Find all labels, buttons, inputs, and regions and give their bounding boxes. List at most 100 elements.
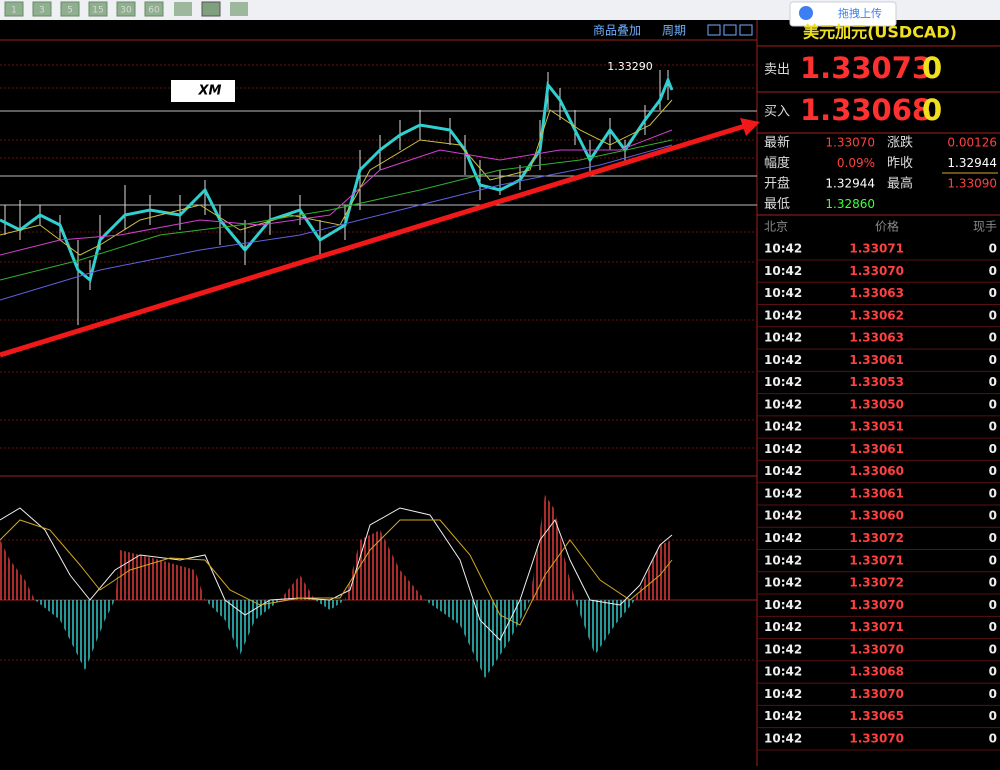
price-label: 1.33290 bbox=[607, 60, 653, 73]
trade-cell: 10:42 bbox=[764, 576, 802, 590]
tool-icon[interactable] bbox=[174, 2, 192, 16]
trade-cell: 0 bbox=[989, 331, 997, 345]
trade-cell: 0 bbox=[989, 576, 997, 590]
trade-cell: 0 bbox=[989, 464, 997, 478]
trade-cell: 10:42 bbox=[764, 420, 802, 434]
trade-cell: 10:42 bbox=[764, 598, 802, 612]
trade-cell: 0 bbox=[989, 397, 997, 411]
buy-price: 1.33068 bbox=[800, 93, 932, 127]
trade-cell: 1.33053 bbox=[849, 375, 904, 389]
trade-cell: 0 bbox=[989, 620, 997, 634]
toolbar-button-label: 3 bbox=[39, 6, 45, 16]
buy-label: 买入 bbox=[764, 105, 790, 120]
window-icon[interactable] bbox=[707, 24, 721, 36]
trade-cell: 0 bbox=[989, 642, 997, 656]
trade-cell: 0 bbox=[989, 731, 997, 745]
trade-cell: 0 bbox=[989, 420, 997, 434]
toolbar-button-label: 15 bbox=[92, 6, 103, 16]
stat-value: 1.32944 bbox=[947, 156, 997, 170]
stat-value: 0.00126 bbox=[947, 136, 997, 150]
trade-cell: 1.33061 bbox=[849, 353, 904, 367]
trade-cell: 1.33072 bbox=[849, 531, 904, 545]
upload-text: 拖拽上传 bbox=[838, 6, 882, 20]
trade-cell: 10:42 bbox=[764, 464, 802, 478]
stat-label: 开盘 bbox=[764, 176, 790, 192]
stat-label: 最低 bbox=[764, 197, 790, 212]
stat-label: 最新 bbox=[764, 135, 790, 151]
trade-cell: 1.33062 bbox=[849, 308, 904, 322]
trade-cell: 10:42 bbox=[764, 331, 802, 345]
trade-cell: 1.33060 bbox=[849, 509, 904, 523]
candle-wicks bbox=[4, 70, 669, 325]
toolbar-button[interactable] bbox=[32, 1, 52, 17]
buy-volume: 0 bbox=[922, 93, 942, 127]
trade-cell: 1.33050 bbox=[849, 397, 904, 411]
trade-cell: 10:42 bbox=[764, 286, 802, 300]
tool-icon[interactable] bbox=[201, 1, 221, 17]
trade-cell: 10:42 bbox=[764, 486, 802, 500]
toolbar-button[interactable] bbox=[116, 1, 136, 17]
stat-label: 幅度 bbox=[764, 155, 790, 171]
trade-cell: 1.33071 bbox=[849, 242, 904, 256]
trade-cell: 1.33065 bbox=[849, 709, 904, 723]
trade-cell: 0 bbox=[989, 242, 997, 256]
signal-line bbox=[0, 519, 673, 626]
logo-text: XM bbox=[198, 84, 222, 99]
toolbar-button[interactable] bbox=[144, 1, 164, 17]
ma-line bbox=[0, 99, 673, 256]
ma-line bbox=[0, 144, 673, 301]
trade-cell: 10:42 bbox=[764, 687, 802, 701]
sell-volume: 0 bbox=[922, 51, 942, 85]
trade-cell: 0 bbox=[989, 308, 997, 322]
trade-cell: 1.33070 bbox=[849, 731, 904, 745]
ma-line bbox=[0, 139, 673, 281]
trade-cell: 0 bbox=[989, 665, 997, 679]
tool-icon[interactable] bbox=[230, 2, 248, 16]
trade-cell: 1.33060 bbox=[849, 464, 904, 478]
stat-label: 最高 bbox=[887, 176, 913, 192]
trade-cell: 1.33063 bbox=[849, 286, 904, 300]
trade-cell: 10:42 bbox=[764, 620, 802, 634]
toolbar-button[interactable] bbox=[4, 1, 24, 17]
sell-label: 卖出 bbox=[764, 63, 790, 78]
trade-cell: 0 bbox=[989, 264, 997, 278]
menu-item[interactable]: 商品叠加 bbox=[593, 23, 641, 38]
trade-cell: 1.33071 bbox=[849, 553, 904, 567]
toolbar-buttons: 1 3 5 15 30 60 bbox=[4, 1, 164, 17]
trade-cell: 10:42 bbox=[764, 665, 802, 679]
trade-cell: 10:42 bbox=[764, 308, 802, 322]
toolbar-button[interactable] bbox=[88, 1, 108, 17]
trade-cell: 0 bbox=[989, 286, 997, 300]
upload-button[interactable] bbox=[789, 1, 897, 27]
trade-cell: 0 bbox=[989, 375, 997, 389]
stat-value: 1.33090 bbox=[947, 177, 997, 191]
macd-line bbox=[0, 507, 673, 641]
window-icon[interactable] bbox=[723, 24, 737, 36]
trade-cell: 1.33072 bbox=[849, 576, 904, 590]
trade-cell: 10:42 bbox=[764, 531, 802, 545]
menu-item[interactable]: 周期 bbox=[662, 24, 686, 38]
window-icon[interactable] bbox=[739, 24, 753, 36]
toolbar-button[interactable] bbox=[60, 1, 80, 17]
toolbar-button-label: 1 bbox=[11, 6, 17, 16]
trade-cell: 0 bbox=[989, 509, 997, 523]
trade-cell: 10:42 bbox=[764, 642, 802, 656]
trade-cell: 1.33063 bbox=[849, 331, 904, 345]
trend-arrow bbox=[0, 123, 746, 358]
toolbar bbox=[0, 0, 1000, 20]
trade-header: 北京 bbox=[764, 220, 788, 234]
trade-header: 价格 bbox=[875, 219, 899, 234]
trade-cell: 10:42 bbox=[764, 553, 802, 567]
stat-label: 昨收 bbox=[887, 156, 913, 171]
trades: 北京 价格 现手 10:42 1.33071 0 10:42 1.33070 0 10:42 1.3… bbox=[757, 219, 1000, 751]
stat-value: 1.32944 bbox=[825, 177, 875, 191]
trade-cell: 1.33070 bbox=[849, 687, 904, 701]
quote-title: 美元加元(USDCAD) bbox=[803, 23, 957, 42]
toolbar-button-label: 30 bbox=[120, 6, 132, 16]
logo bbox=[171, 80, 235, 102]
trade-cell: 0 bbox=[989, 486, 997, 500]
trade-cell: 10:42 bbox=[764, 353, 802, 367]
level-lines bbox=[0, 110, 757, 206]
